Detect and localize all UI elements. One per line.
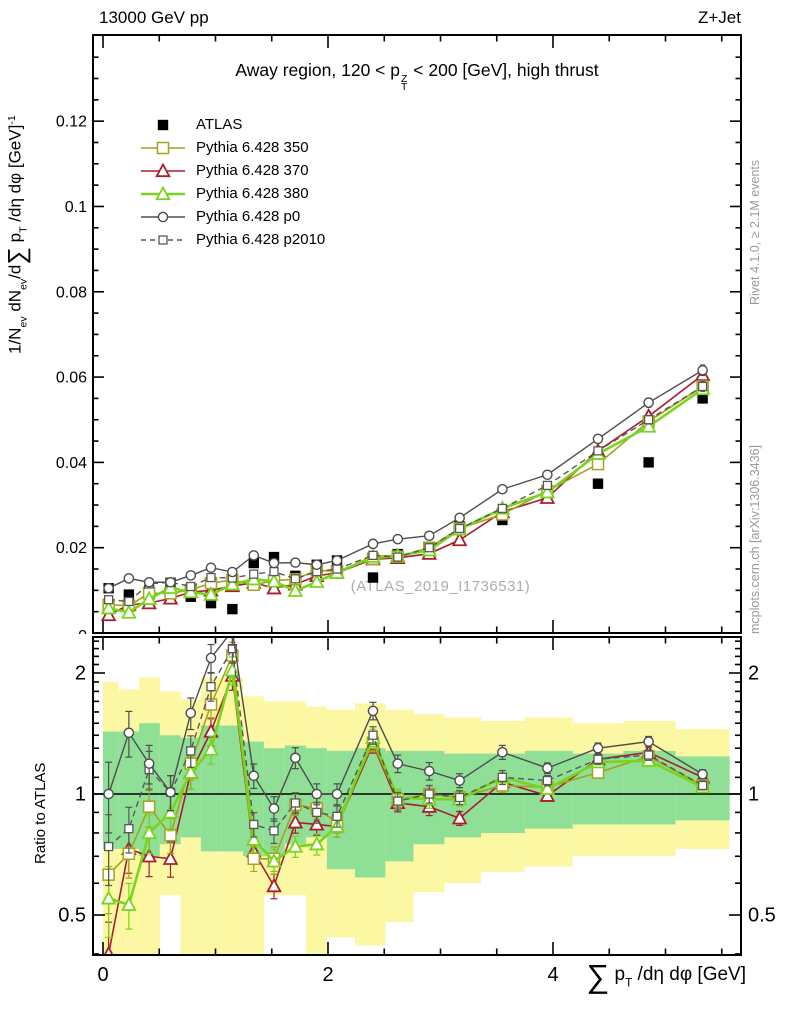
header-process: Z+Jet xyxy=(698,8,741,27)
ratio-panel-frame xyxy=(92,636,742,956)
svg-text:1: 1 xyxy=(748,784,759,806)
pythia-350-marker-icon xyxy=(141,141,185,154)
legend-label: Pythia 6.428 370 xyxy=(196,162,309,179)
svg-text:0: 0 xyxy=(97,964,108,986)
svg-text:0.5: 0.5 xyxy=(748,905,776,927)
pythia-370-marker-icon xyxy=(141,162,185,177)
legend-item-pythia-p2010: Pythia 6.428 p2010 xyxy=(140,228,325,251)
uncertainty-bands xyxy=(103,677,730,955)
x-axis-label: ∑ pT /dη dφ [GeV] xyxy=(586,958,746,994)
svg-text:0.08: 0.08 xyxy=(56,284,87,301)
inner-band-bin xyxy=(118,731,139,849)
svg-text:0.06: 0.06 xyxy=(56,370,87,387)
legend-item-pythia-350: Pythia 6.428 350 xyxy=(140,136,325,159)
legend-item-atlas: ATLAS xyxy=(140,113,325,136)
sum-symbol: ∑ xyxy=(586,958,610,994)
main-panel-frame xyxy=(92,34,742,634)
svg-text:2: 2 xyxy=(75,663,86,685)
legend-item-pythia-380: Pythia 6.428 380 xyxy=(140,182,325,205)
atlas-marker-icon xyxy=(157,119,169,130)
svg-text:0.02: 0.02 xyxy=(56,540,87,557)
svg-text:0.1: 0.1 xyxy=(65,199,87,216)
svg-text:0.04: 0.04 xyxy=(56,455,87,472)
legend-label: Pythia 6.428 p0 xyxy=(196,208,301,225)
legend-label: Pythia 6.428 380 xyxy=(196,185,309,202)
header-beam-energy: 13000 GeV pp xyxy=(99,8,209,27)
watermark-analysis-id: (ATLAS_2019_I1736531) xyxy=(350,578,531,595)
legend: ATLAS Pythia 6.428 350 Pythia 6.428 370 Pyt… xyxy=(140,113,325,251)
svg-text:0.12: 0.12 xyxy=(56,114,87,131)
pythia-p2010-marker-icon xyxy=(141,234,185,245)
svg-text:2: 2 xyxy=(748,663,759,685)
svg-text:1: 1 xyxy=(75,784,86,806)
inner-band-bin xyxy=(221,725,244,852)
series-pythia-p0-main xyxy=(103,364,708,594)
series-pythia-p2010-main xyxy=(103,380,708,607)
legend-label: ATLAS xyxy=(196,116,243,133)
tick-labels: 0 2 4 0 0.02 0.04 0.06 0.08 0.1 0.12 0.5 0.5 1 1 2 2 xyxy=(56,114,776,986)
pythia-380-marker-icon xyxy=(141,185,185,200)
series-atlas-main xyxy=(103,393,708,615)
svg-text:4: 4 xyxy=(547,964,558,986)
inner-band-bin xyxy=(326,750,355,870)
inner-band-bin xyxy=(243,741,264,857)
legend-item-pythia-370: Pythia 6.428 370 xyxy=(140,159,325,182)
legend-item-pythia-p0: Pythia 6.428 p0 xyxy=(140,205,325,228)
pythia-p0-marker-icon xyxy=(141,211,185,222)
svg-text:2: 2 xyxy=(322,964,333,986)
series-pythia-p0-ratio xyxy=(103,637,708,834)
svg-text:0.5: 0.5 xyxy=(58,905,86,927)
legend-label: Pythia 6.428 p2010 xyxy=(196,231,326,248)
legend-label: Pythia 6.428 350 xyxy=(196,139,309,156)
svg-text:0: 0 xyxy=(78,628,87,645)
